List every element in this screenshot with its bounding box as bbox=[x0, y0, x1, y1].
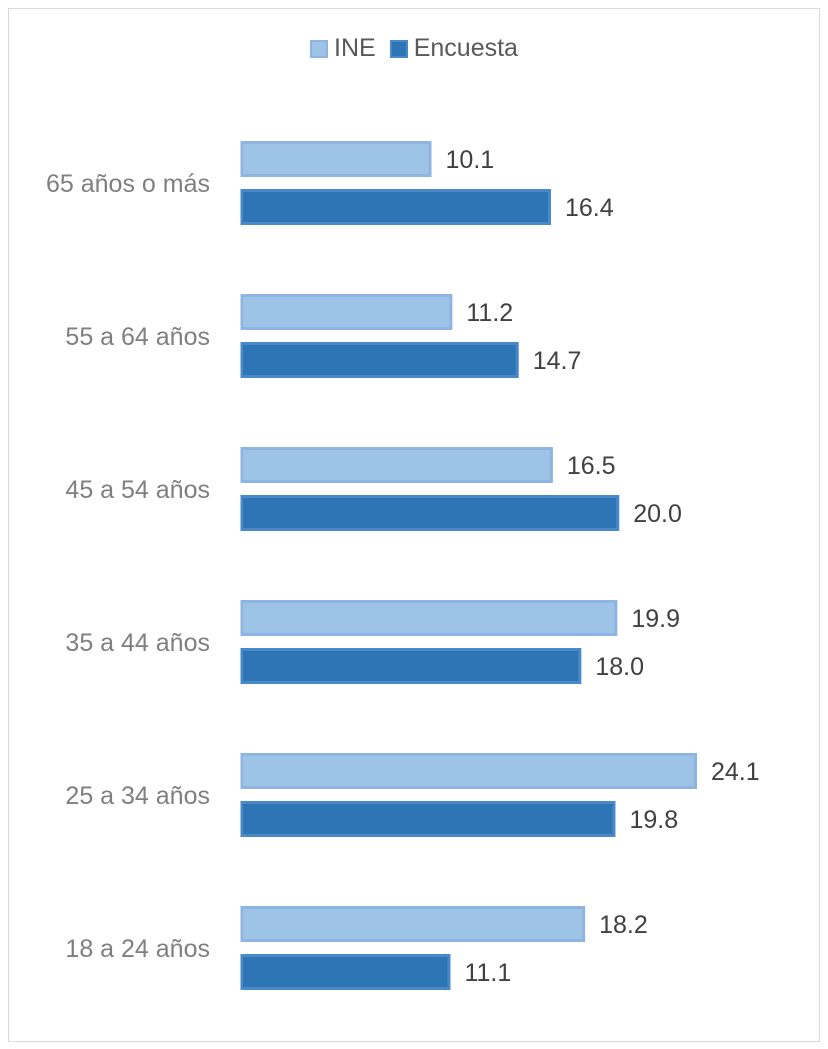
category-label-25-a-34-años: 25 a 34 años bbox=[65, 782, 210, 810]
bar-ine-25-a-34-años bbox=[240, 753, 697, 789]
bar-ine-45-a-54-años bbox=[240, 447, 553, 483]
bar-ine-18-a-24-años bbox=[240, 906, 586, 942]
category-label-65-años-o-más: 65 años o más bbox=[46, 170, 210, 198]
value-label-encuesta-25-a-34-años: 19.8 bbox=[629, 806, 678, 834]
legend-item-ine: INE bbox=[310, 34, 376, 63]
bar-encuesta-45-a-54-años bbox=[240, 495, 620, 531]
value-label-encuesta-35-a-44-años: 18.0 bbox=[595, 653, 644, 681]
legend-swatch-encuesta bbox=[389, 39, 408, 58]
value-label-ine-55-a-64-años: 11.2 bbox=[466, 299, 513, 327]
bar-ine-65-años-o-más bbox=[240, 141, 432, 177]
bar-encuesta-55-a-64-años bbox=[240, 342, 519, 378]
bar-ine-55-a-64-años bbox=[240, 294, 453, 330]
legend: INE Encuesta bbox=[0, 34, 828, 63]
category-label-35-a-44-años: 35 a 44 años bbox=[65, 629, 210, 657]
category-label-18-a-24-años: 18 a 24 años bbox=[65, 935, 210, 963]
bar-ine-35-a-44-años bbox=[240, 600, 618, 636]
value-label-ine-25-a-34-años: 24.1 bbox=[711, 758, 760, 786]
value-label-encuesta-18-a-24-años: 11.1 bbox=[464, 959, 511, 987]
category-label-45-a-54-años: 45 a 54 años bbox=[65, 476, 210, 504]
bar-encuesta-35-a-44-años bbox=[240, 648, 582, 684]
value-label-encuesta-55-a-64-años: 14.7 bbox=[533, 347, 582, 375]
value-label-ine-45-a-54-años: 16.5 bbox=[567, 452, 616, 480]
legend-item-encuesta: Encuesta bbox=[389, 34, 518, 63]
value-label-encuesta-45-a-54-años: 20.0 bbox=[633, 500, 682, 528]
value-label-ine-35-a-44-años: 19.9 bbox=[631, 605, 680, 633]
legend-label-ine: INE bbox=[334, 34, 376, 62]
bar-encuesta-25-a-34-años bbox=[240, 801, 616, 837]
value-label-ine-18-a-24-años: 18.2 bbox=[599, 911, 648, 939]
legend-swatch-ine bbox=[310, 39, 329, 58]
category-label-55-a-64-años: 55 a 64 años bbox=[65, 323, 210, 351]
value-label-encuesta-65-años-o-más: 16.4 bbox=[565, 194, 614, 222]
value-label-ine-65-años-o-más: 10.1 bbox=[446, 146, 495, 174]
bar-encuesta-18-a-24-años bbox=[240, 954, 451, 990]
legend-label-encuesta: Encuesta bbox=[413, 34, 518, 62]
bar-encuesta-65-años-o-más bbox=[240, 189, 551, 225]
